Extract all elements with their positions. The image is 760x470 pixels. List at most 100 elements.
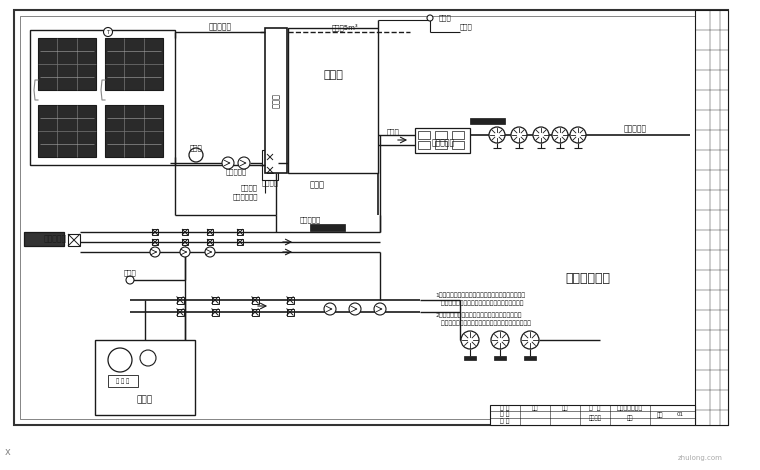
Circle shape <box>461 331 479 349</box>
Circle shape <box>180 247 190 257</box>
Bar <box>265 28 287 173</box>
Text: 日期: 日期 <box>532 405 538 411</box>
Text: 补水箱5m³: 补水箱5m³ <box>331 23 358 31</box>
Bar <box>252 308 258 315</box>
Text: 控制器驱动自动开启集箱水暖气阀护套设定运行状态。: 控制器驱动自动开启集箱水暖气阀护套设定运行状态。 <box>435 320 531 326</box>
Circle shape <box>491 331 509 349</box>
Bar <box>30 30 175 165</box>
Text: 审 定: 审 定 <box>500 405 510 411</box>
Bar <box>310 224 345 231</box>
Text: 控 制 器: 控 制 器 <box>116 378 130 384</box>
Circle shape <box>126 276 134 284</box>
Bar <box>211 308 219 315</box>
Text: 集热区: 集热区 <box>310 180 325 189</box>
Bar <box>252 297 258 304</box>
Bar <box>211 297 219 304</box>
Circle shape <box>427 15 433 21</box>
Circle shape <box>238 157 250 169</box>
Bar <box>38 38 96 90</box>
Bar <box>38 105 96 157</box>
Bar <box>105 38 163 90</box>
Circle shape <box>103 28 112 37</box>
Bar <box>494 356 506 360</box>
Bar <box>182 239 188 245</box>
Bar <box>287 297 293 304</box>
Bar <box>152 229 158 235</box>
Text: 锅炉房热水供暖: 锅炉房热水供暖 <box>617 405 643 411</box>
Bar <box>695 10 728 425</box>
Text: 压力表: 压力表 <box>190 145 202 151</box>
Text: 游泳池过滤: 游泳池过滤 <box>44 235 67 243</box>
Text: 图号: 图号 <box>657 412 663 418</box>
Text: zhulong.com: zhulong.com <box>678 455 723 461</box>
Bar <box>464 356 476 360</box>
Text: 游泳池供水: 游泳池供水 <box>623 125 647 133</box>
Bar <box>14 10 728 425</box>
Circle shape <box>489 127 505 143</box>
Bar <box>24 232 64 246</box>
Text: 膨胀罐: 膨胀罐 <box>124 270 136 276</box>
Text: 锅炉房: 锅炉房 <box>137 395 153 405</box>
Bar <box>176 297 183 304</box>
Bar <box>415 128 470 153</box>
Circle shape <box>511 127 527 143</box>
Circle shape <box>222 157 234 169</box>
Circle shape <box>374 303 386 315</box>
Text: 溢流管: 溢流管 <box>460 24 473 30</box>
Text: 集热器回水: 集热器回水 <box>299 217 321 223</box>
Circle shape <box>521 331 539 349</box>
Text: 集热区: 集热区 <box>271 93 280 108</box>
Bar <box>237 229 243 235</box>
Text: 01: 01 <box>676 413 683 417</box>
Text: 恒温区: 恒温区 <box>323 70 343 80</box>
Bar <box>68 234 80 246</box>
Circle shape <box>205 247 215 257</box>
Bar <box>207 239 213 245</box>
Bar <box>452 141 464 149</box>
Circle shape <box>189 148 203 162</box>
Circle shape <box>140 350 156 366</box>
Text: 集热器出水: 集热器出水 <box>208 23 232 31</box>
Circle shape <box>150 247 160 257</box>
Bar <box>524 356 536 360</box>
Bar <box>207 229 213 235</box>
Bar <box>470 118 505 124</box>
Text: 集能循环泵: 集能循环泵 <box>226 169 247 175</box>
Bar <box>435 131 447 139</box>
Text: 生活用水回水: 生活用水回水 <box>233 194 258 200</box>
Bar <box>490 405 695 425</box>
Bar <box>435 141 447 149</box>
Bar <box>288 28 378 173</box>
Text: x: x <box>5 447 11 457</box>
Circle shape <box>533 127 549 143</box>
Circle shape <box>552 127 568 143</box>
Text: 排污管: 排污管 <box>387 129 399 135</box>
Text: 控制器驱动自动开启集能气阀护套设定运行状态。: 控制器驱动自动开启集能气阀护套设定运行状态。 <box>435 300 524 306</box>
Bar <box>95 340 195 415</box>
Circle shape <box>108 348 132 372</box>
Bar <box>152 239 158 245</box>
Text: 校 对: 校 对 <box>500 418 510 424</box>
Bar <box>108 375 138 387</box>
Text: 审 核: 审 核 <box>500 411 510 417</box>
Bar <box>267 167 273 173</box>
Text: 图  名: 图 名 <box>589 405 600 411</box>
Text: 阶段: 阶段 <box>627 415 633 421</box>
Text: 补水进水: 补水进水 <box>241 185 258 191</box>
Text: 水处理器: 水处理器 <box>261 180 278 186</box>
Bar <box>267 154 273 160</box>
Bar <box>20 16 722 419</box>
Bar <box>176 308 183 315</box>
Text: 图纸编号: 图纸编号 <box>588 415 601 421</box>
Text: 变频稳压泵: 变频稳压泵 <box>432 139 454 148</box>
Circle shape <box>324 303 336 315</box>
Bar <box>418 131 430 139</box>
Text: T: T <box>106 30 109 34</box>
Bar <box>452 131 464 139</box>
Bar <box>262 150 278 180</box>
Text: 日期: 日期 <box>562 405 568 411</box>
Bar <box>182 229 188 235</box>
Bar <box>105 105 163 157</box>
Circle shape <box>570 127 586 143</box>
Text: 系统运行原理: 系统运行原理 <box>565 272 610 284</box>
